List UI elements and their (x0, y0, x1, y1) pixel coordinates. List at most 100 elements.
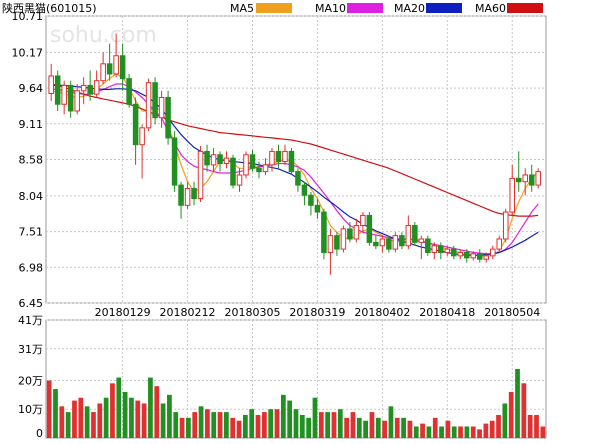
candle (399, 232, 405, 250)
volume-bar (154, 386, 160, 438)
candle-body (412, 225, 418, 243)
volume-bar (97, 403, 103, 438)
candle (327, 228, 334, 275)
chart-title: 陕西黑猫(601015) (2, 1, 97, 15)
candle-body (386, 238, 392, 250)
candle (412, 222, 418, 246)
candle (535, 168, 541, 189)
candle (204, 144, 210, 172)
volume-bar (84, 406, 90, 438)
candle (464, 249, 470, 263)
candle (353, 218, 360, 243)
candle-body (106, 63, 113, 75)
candle (106, 43, 113, 81)
candle (340, 225, 347, 253)
ma10-line (51, 83, 539, 255)
candle (451, 245, 457, 260)
price-y-tick-label: 10.17 (12, 46, 44, 59)
volume-bar (375, 417, 381, 438)
x-tick-label: 20180319 (289, 306, 345, 319)
candle (113, 33, 119, 78)
watermark: sohu.com (50, 23, 157, 48)
candle (243, 151, 249, 179)
candle (119, 43, 126, 91)
candle (158, 90, 165, 128)
candle (184, 181, 191, 209)
volume-y-ticks: 41万 31万 20万 10万 0 (18, 314, 43, 440)
legend-label-ma20: MA20 (394, 2, 425, 15)
candle-body (204, 150, 210, 166)
volume-bars (46, 368, 546, 438)
candle (80, 77, 87, 105)
legend: MA5 MA10 MA20 MA60 (230, 2, 543, 15)
candle-body (327, 235, 334, 253)
volume-bar (129, 397, 134, 438)
candle-body (275, 150, 282, 163)
volume-bar (224, 412, 229, 438)
volume-bar (230, 417, 236, 438)
candle-body (535, 171, 541, 186)
candle-body (347, 228, 353, 240)
volume-bar (148, 377, 153, 438)
candle (444, 245, 451, 256)
ma5-line (51, 73, 539, 257)
volume-bar (331, 412, 337, 438)
price-y-tick-label: 9.64 (19, 82, 44, 95)
volume-bar (382, 420, 387, 438)
volume-bar (46, 380, 52, 438)
volume-bar (255, 414, 261, 438)
volume-bar (72, 400, 77, 438)
candle (425, 235, 431, 256)
candle-body (249, 154, 256, 169)
candle-body (444, 248, 451, 253)
candle-body (54, 75, 61, 105)
volume-bar (280, 394, 286, 438)
candle (275, 144, 282, 169)
candle-body (373, 241, 379, 247)
volume-bar (388, 406, 394, 438)
volume-bar (540, 426, 546, 438)
candle (528, 164, 535, 192)
candle (67, 80, 74, 118)
candle-body (87, 84, 93, 95)
candle-body (61, 84, 67, 105)
candle (48, 63, 54, 101)
candle-body (223, 157, 230, 165)
candle-body (132, 103, 139, 146)
candle (314, 198, 321, 219)
candle (171, 131, 178, 192)
candle (61, 80, 67, 115)
volume-bar (534, 414, 539, 438)
candle (165, 90, 171, 145)
candle-body (262, 164, 269, 173)
candle (308, 191, 314, 216)
candle (483, 252, 490, 263)
candle-body (100, 63, 106, 82)
candle-body (522, 174, 528, 183)
price-y-tick-label: 9.11 (19, 118, 44, 131)
volume-bar (508, 391, 514, 438)
ma60-line (51, 83, 539, 217)
candle-body (184, 187, 191, 206)
volume-bar (363, 420, 368, 438)
candle-body (366, 214, 373, 243)
candle-body (48, 75, 54, 94)
candle-body (418, 238, 425, 243)
price-y-tick-label: 6.98 (19, 261, 44, 274)
price-y-tick-label: 7.51 (19, 226, 44, 239)
volume-bar (420, 423, 425, 438)
candle (431, 242, 438, 260)
volume-bar (407, 420, 413, 438)
price-y-tick-label: 8.04 (19, 190, 44, 203)
legend-swatch-ma20 (426, 3, 462, 13)
candle (132, 97, 139, 165)
volume-bar (451, 426, 457, 438)
candle (373, 235, 379, 250)
legend-swatch-ma60 (507, 3, 543, 13)
volume-bar (236, 420, 242, 438)
volume-bar (274, 409, 280, 438)
volume-bar (521, 383, 527, 438)
candle (249, 150, 256, 172)
price-y-tick-label: 10.71 (12, 10, 44, 23)
volume-bar (350, 412, 356, 438)
